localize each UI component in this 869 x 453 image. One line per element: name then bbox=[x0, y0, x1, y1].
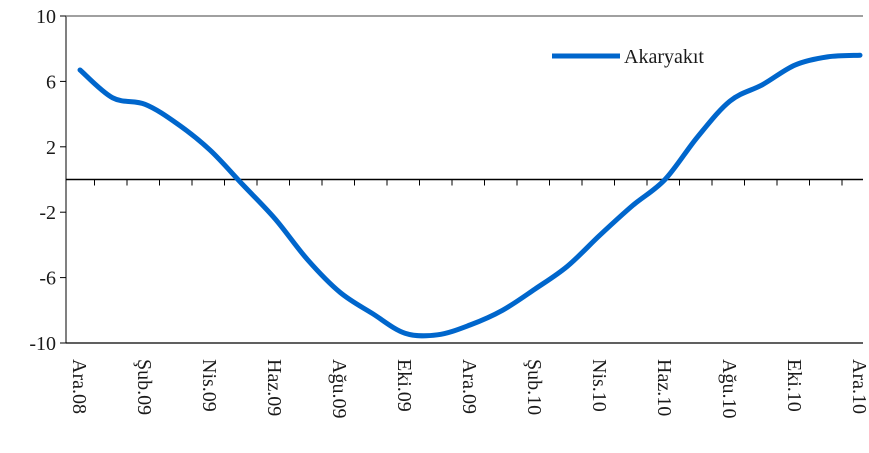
series-line-akaryakit bbox=[77, 52, 863, 339]
x-tick-label: Ağu.09 bbox=[328, 359, 350, 418]
y-tick-label: -2 bbox=[39, 202, 56, 224]
y-tick-label: 6 bbox=[46, 71, 56, 93]
x-tick-label: Eki.09 bbox=[393, 359, 415, 412]
legend-label: Akaryakıt bbox=[624, 46, 704, 68]
x-tick-label: Ara.08 bbox=[68, 359, 90, 414]
x-tick-label: Nis.10 bbox=[588, 359, 610, 412]
x-tick-label: Eki.10 bbox=[783, 359, 805, 412]
y-tick-label: -6 bbox=[39, 268, 56, 290]
x-tick-label: Şub.09 bbox=[133, 359, 155, 415]
x-tick-label: Haz.09 bbox=[263, 359, 285, 416]
y-tick-label: 2 bbox=[46, 137, 56, 159]
x-tick-label: Ara.10 bbox=[848, 359, 869, 414]
x-tick-label: Nis.09 bbox=[198, 359, 220, 412]
y-axis: 10 6 2 -2 -6 -10 bbox=[29, 6, 863, 355]
legend: Akaryakıt bbox=[552, 46, 704, 68]
x-tick-label: Ağu.10 bbox=[718, 359, 740, 418]
x-tick-label: Ara.09 bbox=[458, 359, 480, 414]
x-axis: Ara.08 Şub.09 Nis.09 Haz.09 Ağu.09 Eki.09 Ara.… bbox=[68, 179, 869, 418]
x-tick-label: Haz.10 bbox=[653, 359, 675, 416]
y-tick-label: -10 bbox=[29, 333, 56, 355]
y-tick-label: 10 bbox=[36, 6, 56, 28]
x-tick-label: Şub.10 bbox=[523, 359, 545, 415]
